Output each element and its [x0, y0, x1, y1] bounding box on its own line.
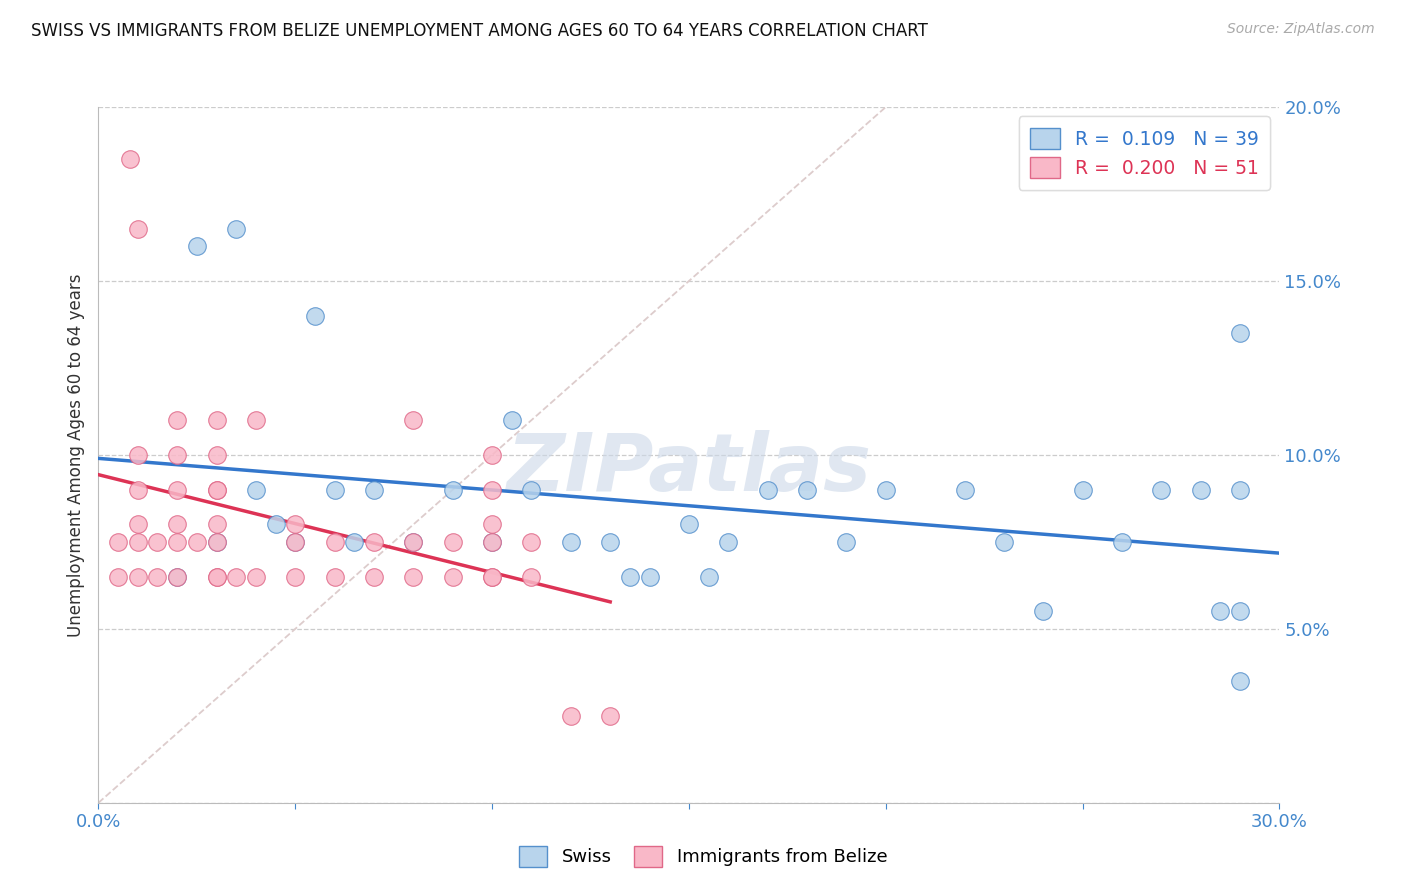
Point	[619, 570, 641, 584]
Point	[343, 534, 366, 549]
Legend: Swiss, Immigrants from Belize: Swiss, Immigrants from Belize	[512, 838, 894, 874]
Point	[363, 570, 385, 584]
Point	[520, 570, 543, 584]
Point	[284, 534, 307, 549]
Point	[323, 570, 346, 584]
Point	[323, 483, 346, 497]
Point	[402, 534, 425, 549]
Point	[638, 570, 661, 584]
Point	[1229, 605, 1251, 619]
Point	[520, 534, 543, 549]
Point	[717, 534, 740, 549]
Point	[225, 221, 247, 235]
Point	[127, 483, 149, 497]
Point	[166, 517, 188, 532]
Point	[560, 534, 582, 549]
Legend: R =  0.109   N = 39, R =  0.200   N = 51: R = 0.109 N = 39, R = 0.200 N = 51	[1019, 117, 1270, 190]
Text: Source: ZipAtlas.com: Source: ZipAtlas.com	[1227, 22, 1375, 37]
Y-axis label: Unemployment Among Ages 60 to 64 years: Unemployment Among Ages 60 to 64 years	[67, 273, 86, 637]
Point	[1150, 483, 1173, 497]
Point	[560, 708, 582, 723]
Point	[441, 570, 464, 584]
Point	[481, 570, 503, 584]
Point	[501, 413, 523, 427]
Point	[1111, 534, 1133, 549]
Point	[323, 534, 346, 549]
Point	[205, 448, 228, 462]
Point	[697, 570, 720, 584]
Point	[127, 221, 149, 235]
Point	[1229, 674, 1251, 689]
Point	[245, 570, 267, 584]
Point	[756, 483, 779, 497]
Point	[796, 483, 818, 497]
Point	[402, 570, 425, 584]
Point	[166, 413, 188, 427]
Point	[264, 517, 287, 532]
Point	[205, 570, 228, 584]
Point	[481, 534, 503, 549]
Point	[599, 534, 621, 549]
Point	[481, 517, 503, 532]
Point	[993, 534, 1015, 549]
Point	[166, 483, 188, 497]
Point	[599, 708, 621, 723]
Point	[205, 483, 228, 497]
Point	[284, 534, 307, 549]
Point	[1189, 483, 1212, 497]
Point	[441, 534, 464, 549]
Point	[107, 534, 129, 549]
Point	[205, 483, 228, 497]
Point	[402, 534, 425, 549]
Point	[481, 483, 503, 497]
Point	[118, 152, 141, 166]
Point	[835, 534, 858, 549]
Point	[245, 413, 267, 427]
Point	[166, 448, 188, 462]
Point	[205, 517, 228, 532]
Point	[1229, 326, 1251, 340]
Point	[363, 483, 385, 497]
Text: ZIPatlas: ZIPatlas	[506, 430, 872, 508]
Point	[481, 448, 503, 462]
Point	[186, 534, 208, 549]
Point	[205, 534, 228, 549]
Point	[166, 534, 188, 549]
Point	[1209, 605, 1232, 619]
Text: SWISS VS IMMIGRANTS FROM BELIZE UNEMPLOYMENT AMONG AGES 60 TO 64 YEARS CORRELATI: SWISS VS IMMIGRANTS FROM BELIZE UNEMPLOY…	[31, 22, 928, 40]
Point	[146, 570, 169, 584]
Point	[402, 413, 425, 427]
Point	[875, 483, 897, 497]
Point	[245, 483, 267, 497]
Point	[441, 483, 464, 497]
Point	[363, 534, 385, 549]
Point	[166, 570, 188, 584]
Point	[127, 517, 149, 532]
Point	[146, 534, 169, 549]
Point	[225, 570, 247, 584]
Point	[304, 309, 326, 323]
Point	[284, 517, 307, 532]
Point	[107, 570, 129, 584]
Point	[127, 534, 149, 549]
Point	[1071, 483, 1094, 497]
Point	[953, 483, 976, 497]
Point	[1032, 605, 1054, 619]
Point	[481, 534, 503, 549]
Point	[166, 570, 188, 584]
Point	[1229, 483, 1251, 497]
Point	[678, 517, 700, 532]
Point	[520, 483, 543, 497]
Point	[186, 239, 208, 253]
Point	[205, 570, 228, 584]
Point	[127, 570, 149, 584]
Point	[205, 413, 228, 427]
Point	[481, 570, 503, 584]
Point	[205, 534, 228, 549]
Point	[127, 448, 149, 462]
Point	[284, 570, 307, 584]
